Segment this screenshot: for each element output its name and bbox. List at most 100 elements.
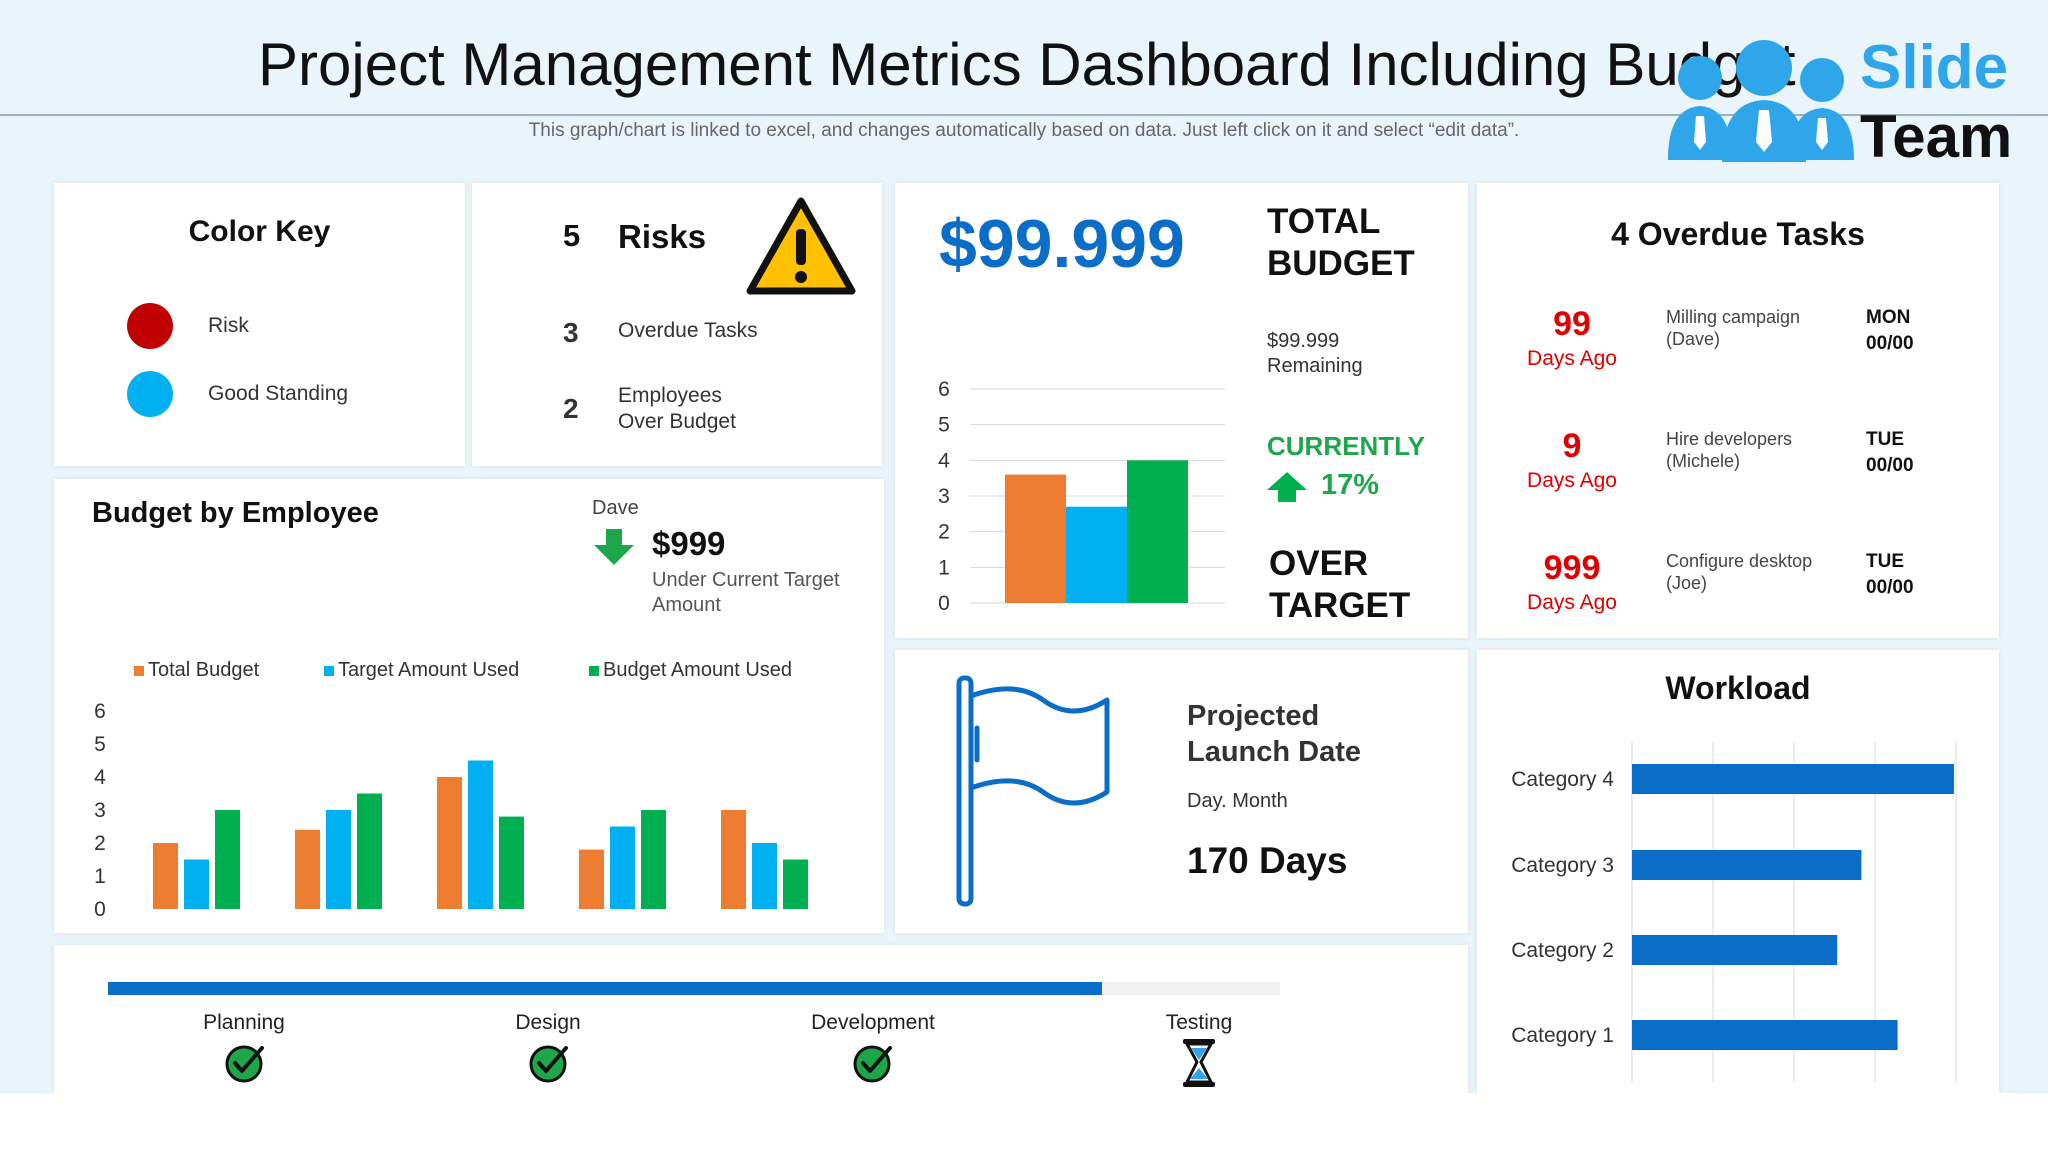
launch-date: Day. Month [1187, 790, 1288, 812]
color-key-risk-label: Risk [208, 314, 249, 337]
overdue-tasks-title: 4 Overdue Tasks [1611, 216, 1865, 252]
launch-title-line2: Launch Date [1187, 736, 1362, 768]
progress-track [108, 982, 1280, 995]
employee-amount: $999 [652, 525, 726, 562]
workload-bar-chart: Category 4 Category 3 Category 2 Category 1 [1511, 742, 1957, 1082]
overdue-label: Overdue Tasks [618, 319, 758, 342]
flag-icon [956, 675, 1110, 907]
bar [641, 810, 666, 909]
launch-date-card: Projected Launch Date Day. Month 170 Day… [895, 650, 1468, 933]
phase-testing-label: Testing [1165, 1011, 1233, 1034]
remaining-amount: $99.999 [1267, 330, 1340, 352]
slideteam-logo: Slide Team [1662, 30, 2022, 170]
bar [1632, 850, 1862, 880]
bar [468, 760, 493, 909]
bar [295, 829, 320, 909]
bar [752, 843, 777, 909]
legend-label: Budget Amount Used [603, 659, 793, 681]
bar [326, 810, 351, 909]
employees-over-label: Employees Over Budget [618, 384, 736, 433]
check-icon [225, 1045, 264, 1083]
category-label: Category 4 [1511, 768, 1614, 791]
y-tick-label: 0 [94, 898, 106, 921]
budget-bar-chart: 0 1 2 3 4 5 6 [938, 378, 1225, 615]
y-tick-label: 4 [938, 449, 950, 472]
y-tick-label: 1 [94, 865, 106, 888]
launch-days: 170 Days [1187, 840, 1348, 881]
bar [579, 849, 604, 909]
legend-target-used: Target Amount Used [324, 659, 519, 682]
color-key-title: Color Key [188, 215, 331, 248]
risks-card: 5 Risks 3 Overdue Tasks 2 Employees Over… [472, 183, 882, 466]
y-tick-label: 3 [938, 485, 950, 508]
employee-bar-chart: 0 1 2 3 4 5 6 [94, 700, 808, 921]
phase-development-label: Development [811, 1011, 935, 1034]
employee-note-line1: Under Current Target [652, 569, 840, 591]
overdue-task-2: Hire developers [1666, 429, 1793, 449]
bar [1066, 506, 1127, 603]
y-tick-label: 6 [94, 700, 106, 723]
overdue-date-3: 00/00 [1866, 577, 1914, 598]
team-people-icon [1668, 40, 1854, 162]
bar [1632, 1020, 1898, 1050]
legend-swatch-cyan [324, 665, 334, 676]
overdue-tasks-card: 4 Overdue Tasks 99 Days Ago Milling camp… [1477, 183, 1999, 638]
overdue-ago-3: Days Ago [1527, 591, 1617, 614]
bar [783, 859, 808, 909]
progress-fill [108, 982, 1102, 995]
risks-count: 5 [563, 218, 581, 253]
overdue-days-1: 99 [1553, 305, 1591, 343]
arrow-down-icon [594, 529, 634, 565]
risks-label: Risks [618, 218, 707, 255]
overdue-task-3: Configure desktop [1666, 551, 1813, 571]
category-label: Category 3 [1511, 854, 1614, 877]
page-title: Project Management Metrics Dashboard Inc… [258, 31, 1796, 98]
logo-text-team: Team [1860, 103, 2013, 170]
phases-card: Planning Design Development Testing [54, 945, 1468, 1093]
y-tick-label: 5 [94, 733, 106, 756]
bar [1632, 935, 1838, 965]
workload-title: Workload [1665, 670, 1811, 706]
total-budget-label: TOTAL BUDGET [1267, 202, 1415, 283]
y-tick-label: 6 [938, 378, 950, 401]
bar [215, 810, 240, 909]
color-key-risk-dot [127, 303, 173, 349]
y-tick-label: 5 [938, 414, 950, 437]
bar [721, 810, 746, 909]
legend-label: Total Budget [148, 659, 260, 681]
legend-label: Target Amount Used [338, 659, 520, 681]
warning-icon [746, 197, 856, 295]
overdue-ago-2: Days Ago [1527, 469, 1617, 492]
budget-by-employee-card: Budget by Employee Dave $999 Under Curre… [54, 479, 884, 933]
y-tick-label: 3 [94, 799, 106, 822]
legend-swatch-green [589, 665, 599, 676]
bar [437, 777, 462, 909]
legend-swatch-orange [134, 665, 144, 676]
overdue-person-3: (Joe) [1666, 573, 1708, 593]
page-subtitle: This graph/chart is linked to excel, and… [528, 120, 1520, 141]
y-tick-label: 4 [94, 766, 106, 789]
header-divider [0, 114, 2048, 116]
bar [1005, 474, 1066, 603]
phase-planning-label: Planning [203, 1011, 285, 1034]
phase-design-label: Design [515, 1011, 581, 1034]
y-tick-label: 1 [938, 556, 950, 579]
legend-budget-used: Budget Amount Used [589, 659, 792, 682]
overdue-days-3: 999 [1543, 549, 1601, 587]
total-budget-amount: $99.999 [939, 206, 1185, 282]
logo-text-slide: Slide [1860, 33, 2009, 102]
bar [499, 816, 524, 909]
y-tick-label: 0 [938, 592, 950, 615]
employee-card-title: Budget by Employee [92, 497, 379, 529]
check-icon [853, 1045, 892, 1083]
y-tick-label: 2 [94, 832, 106, 855]
launch-title-line1: Projected [1187, 700, 1320, 732]
overdue-task-1: Milling campaign [1666, 307, 1801, 327]
y-tick-label: 2 [938, 521, 950, 544]
hourglass-icon [1183, 1039, 1215, 1087]
currently-label: CURRENTLY [1267, 431, 1425, 461]
overdue-day-3: TUE [1866, 551, 1904, 572]
overdue-day-1: MON [1866, 307, 1911, 328]
remaining-label: Remaining [1267, 355, 1363, 377]
